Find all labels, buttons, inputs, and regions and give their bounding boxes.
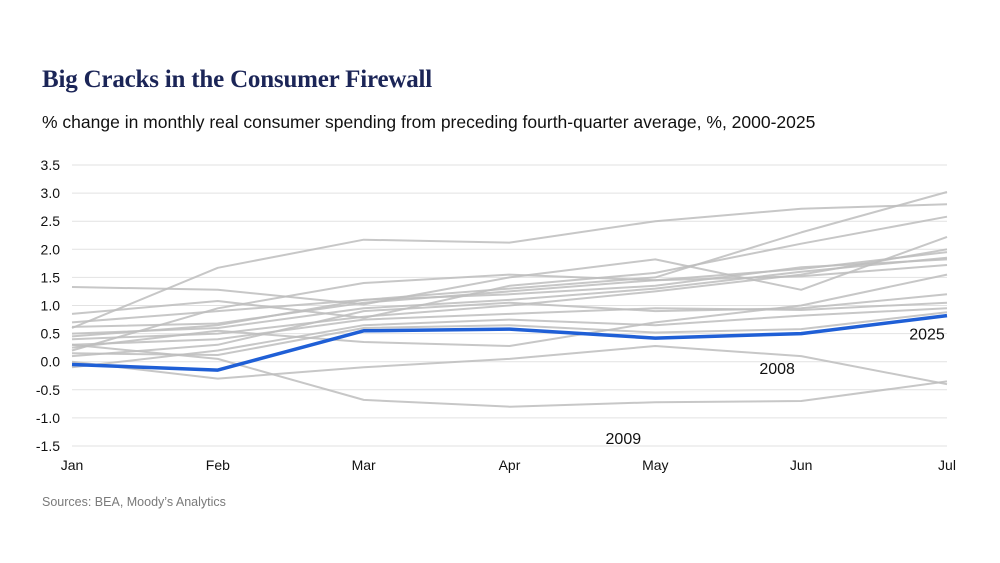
series-line-2008 — [71, 345, 948, 386]
x-tick-label: Apr — [499, 457, 521, 473]
chart-title: Big Cracks in the Consumer Firewall — [42, 66, 432, 93]
x-tick-label: Jun — [790, 457, 813, 473]
series-line-2009 — [71, 343, 948, 408]
series-line-2025 — [71, 313, 948, 372]
series-line-hist-f — [71, 248, 948, 341]
series-line-hist-n — [71, 311, 948, 356]
chart-subtitle: % change in monthly real consumer spendi… — [42, 112, 816, 132]
y-tick-label: -1.5 — [36, 438, 60, 454]
series-line-hist-m — [71, 258, 948, 338]
y-tick-label: 1.0 — [41, 298, 61, 314]
x-tick-label: May — [642, 457, 668, 473]
x-tick-label: Jul — [938, 457, 956, 473]
source-note: Sources: BEA, Moody’s Analytics — [42, 495, 226, 509]
y-tick-label: 0.0 — [41, 354, 61, 370]
y-tick-label: 3.0 — [41, 185, 61, 201]
x-tick-label: Jan — [61, 457, 84, 473]
y-tick-label: 0.5 — [41, 326, 61, 342]
y-tick-label: 3.5 — [41, 157, 61, 173]
y-tick-label: 2.5 — [41, 213, 61, 229]
y-tick-label: 2.0 — [41, 241, 61, 257]
series-line-hist-e — [71, 256, 948, 335]
y-tick-label: 1.5 — [41, 269, 61, 285]
x-tick-label: Feb — [206, 457, 230, 473]
series-line-hist-a — [71, 203, 948, 329]
series-line-hist-j — [71, 301, 948, 346]
y-tick-label: -0.5 — [36, 382, 60, 398]
annotation-label: 2025 — [909, 327, 945, 344]
annotation-label: 2008 — [759, 361, 795, 378]
series-line-hist-g — [71, 215, 948, 319]
series-line-hist-h — [71, 264, 948, 352]
x-tick-label: Mar — [352, 457, 376, 473]
annotation-label: 2009 — [606, 431, 642, 448]
series-line-hist-d — [71, 251, 948, 328]
series-line-hist-l — [71, 273, 948, 349]
series-line-hist-b — [71, 191, 948, 324]
series-line-hist-c — [71, 235, 948, 306]
series-line-hist-k — [71, 307, 948, 369]
series-line-hist-i — [71, 293, 948, 358]
y-tick-label: -1.0 — [36, 410, 60, 426]
